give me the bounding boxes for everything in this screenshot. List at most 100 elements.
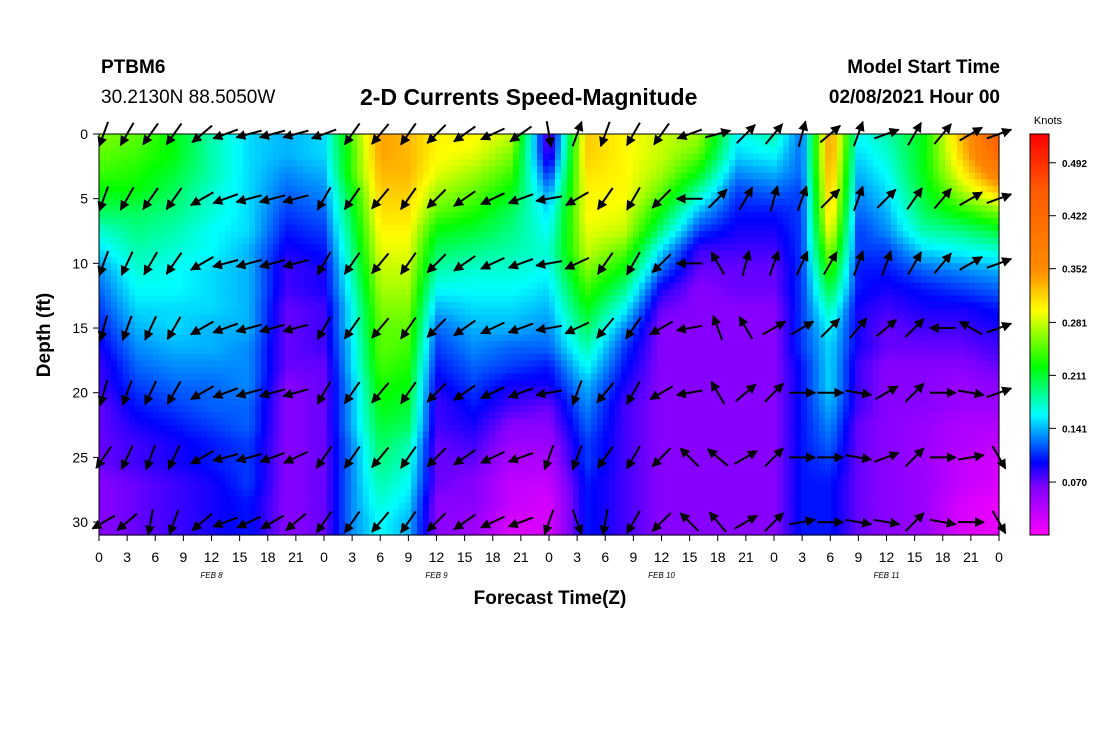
heat-cell [525,328,532,336]
heat-cell [273,496,280,504]
heat-cell [111,425,118,433]
heat-cell [453,373,460,381]
heat-cell [147,308,154,316]
heat-cell [105,153,112,161]
heat-cell [171,476,178,484]
heat-cell [267,302,274,310]
heat-cell [405,276,412,284]
heat-cell [465,457,472,465]
heat-cell [129,218,136,226]
heat-cell [453,489,460,497]
heat-cell [555,522,562,530]
heat-cell [285,489,292,497]
heat-cell [195,185,202,193]
heat-cell [411,282,418,290]
heat-cell [447,166,454,174]
heat-cell [327,502,334,510]
heat-cell [435,211,442,219]
heat-cell [105,425,112,433]
heat-cell [315,502,322,510]
heat-cell [279,437,286,446]
heat-cell [327,146,334,155]
heat-cell [405,179,412,187]
heat-cell [423,483,430,491]
heat-cell [207,159,214,167]
heat-cell [135,321,142,329]
heat-cell [471,502,478,510]
heat-cell [183,237,190,245]
heat-cell [459,269,466,277]
heat-cell [249,502,256,510]
heat-cell [213,386,220,394]
heat-cell [507,179,514,187]
heat-cell [525,522,532,530]
heat-cell [303,457,310,465]
heat-cell [195,159,202,167]
heat-cell [279,185,286,193]
heat-cell [171,386,178,394]
heat-cell [105,146,112,155]
heat-cell [417,457,424,465]
heat-cell [357,528,364,536]
heat-cell [183,211,190,219]
heat-cell [363,218,370,226]
heat-cell [279,289,286,297]
heat-cell [171,172,178,180]
heat-cell [111,140,118,148]
heat-cell [513,476,520,484]
heat-cell [219,237,226,245]
heat-cell [345,308,352,316]
heat-cell [477,276,484,284]
heat-cell [285,172,292,180]
heat-cell [495,509,502,517]
heat-cell [441,256,448,264]
heat-cell [291,502,298,510]
heat-cell [249,457,256,465]
heat-cell [183,159,190,167]
heat-cell [123,509,130,517]
heat-cell [387,405,394,413]
heat-cell [303,353,310,361]
heat-cell [183,250,190,258]
heat-cell [243,509,250,517]
heat-cell [555,463,562,471]
heat-cell [309,146,316,155]
heat-cell [447,489,454,497]
heat-cell [381,205,388,213]
heat-cell [243,140,250,148]
heat-cell [411,340,418,349]
heat-cell [471,263,478,271]
heat-cell [519,489,526,497]
heat-cell [429,179,436,187]
heat-cell [573,366,580,374]
heat-cell [423,166,430,174]
heat-cell [453,146,460,155]
heat-cell [291,282,298,290]
heat-cell [363,444,370,452]
heat-cell [201,256,208,264]
heat-cell [351,315,358,323]
heat-cell [153,321,160,329]
heat-cell [213,450,220,458]
heat-cell [333,379,340,387]
heat-cell [549,476,556,484]
heat-cell [285,302,292,310]
heat-cell [453,340,460,349]
heat-cell [297,522,304,530]
heat-cell [447,509,454,517]
heat-cell [411,360,418,368]
heat-cell [273,276,280,284]
heat-cell [483,476,490,484]
heat-cell [135,347,142,355]
heat-cell [555,302,562,310]
heat-cell [153,470,160,478]
heat-cell [519,457,526,465]
heat-cell [237,315,244,323]
heat-cell [387,444,394,452]
heat-cell [555,282,562,290]
heat-cell [261,166,268,174]
heat-cell [315,444,322,452]
heat-cell [231,140,238,148]
heat-cell [117,457,124,465]
heat-cell [207,231,214,239]
